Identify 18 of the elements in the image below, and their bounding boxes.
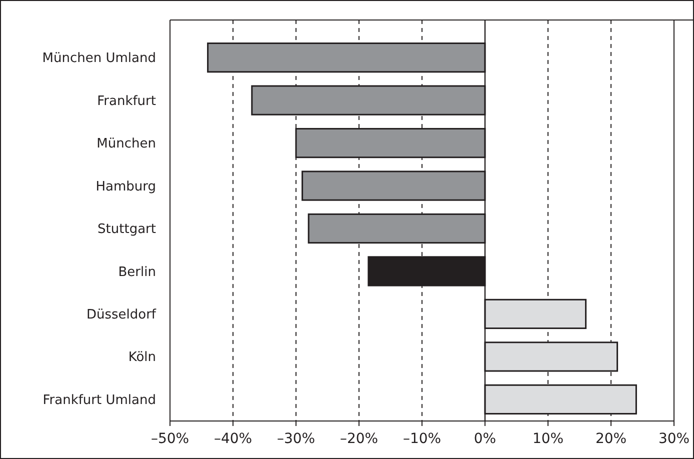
- y-tick-label: Köln: [128, 350, 156, 366]
- x-tick-label: –40%: [214, 431, 252, 447]
- y-tick-label: Hamburg: [96, 179, 156, 194]
- x-tick-label: 30%: [658, 431, 690, 447]
- y-tick-label: Stuttgart: [98, 222, 156, 238]
- x-tick-label: –50%: [150, 431, 190, 447]
- x-tick-label: 10%: [532, 431, 564, 447]
- x-tick-label: 0%: [474, 431, 496, 447]
- y-tick-label: München: [96, 136, 156, 152]
- x-tick-label: –10%: [402, 431, 442, 447]
- y-tick-label: Düsseldorf: [86, 308, 156, 323]
- y-tick-label: München Umland: [42, 51, 156, 66]
- x-tick-label: 20%: [595, 431, 627, 447]
- x-tick-label: –20%: [340, 431, 378, 447]
- y-tick-label: Frankfurt: [97, 94, 156, 109]
- y-tick-label: Berlin: [118, 264, 156, 280]
- x-tick-label: –30%: [276, 431, 316, 447]
- y-tick-label: Frankfurt Umland: [42, 392, 156, 408]
